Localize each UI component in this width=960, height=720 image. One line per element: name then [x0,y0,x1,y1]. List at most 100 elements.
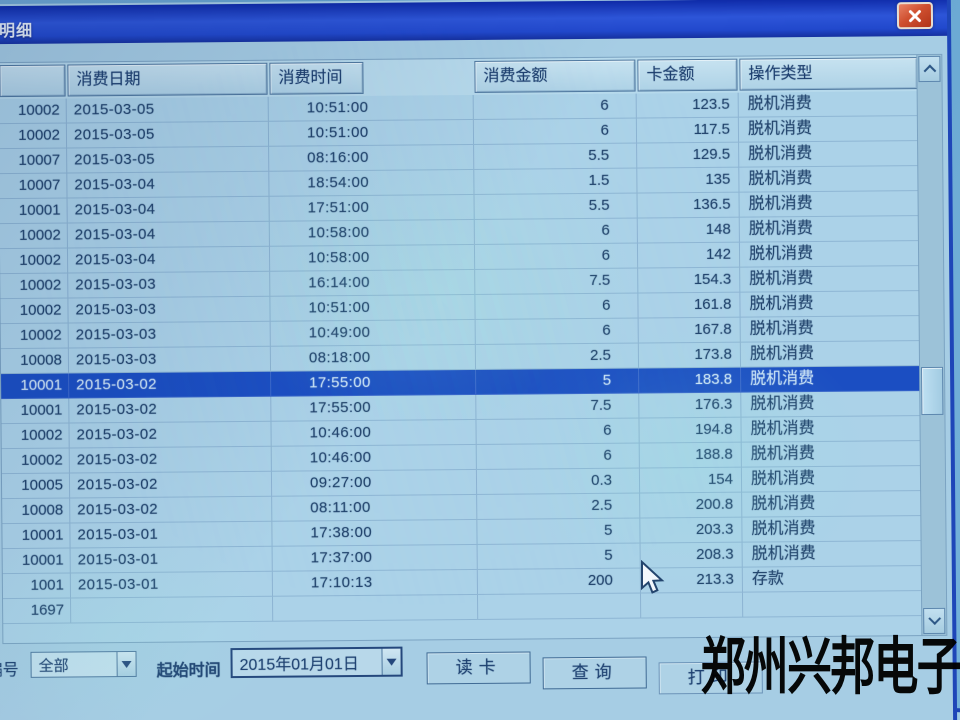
cell-balance: 142 [637,242,741,268]
cell-type: 脱机消费 [741,416,922,442]
scroll-up-button[interactable] [918,55,941,83]
cell-time: 17:51:00 [269,194,475,221]
cell-type: 脱机消费 [741,441,922,467]
cell-balance: 194.8 [639,417,742,443]
cell-amount: 5.5 [474,143,638,169]
cell-type: 脱机消费 [739,141,920,167]
cell-date: 2015-03-04 [67,196,270,223]
cell-balance: 167.8 [638,317,741,343]
cell-date: 2015-03-04 [67,171,270,198]
cell-time: 10:46:00 [271,419,477,446]
cell-id: 10007 [0,148,68,174]
cell-amount: 5.5 [474,193,638,219]
cell-id: 10001 [1,398,70,424]
cell-time: 17:37:00 [272,544,478,571]
id-filter-value: 全部 [38,657,69,675]
cell-time: 17:38:00 [272,519,478,546]
cell-amount: 2.5 [475,343,640,369]
cell-time: 17:55:00 [271,394,477,421]
vertical-scrollbar[interactable] [916,54,947,636]
cell-type [742,591,924,617]
cell-time: 10:58:00 [269,244,476,271]
cell-time: 17:10:13 [272,569,478,596]
cell-time: 08:18:00 [270,344,477,371]
column-header-balance[interactable]: 卡金额 [636,57,738,94]
cell-type: 脱机消费 [742,541,923,567]
cell-amount: 5 [477,543,641,569]
cell-balance: 200.8 [640,492,743,518]
cell-amount: 6 [475,318,639,344]
cell-amount: 7.5 [476,393,640,419]
column-header-type[interactable]: 操作类型 [738,55,918,93]
cell-id: 10001 [1,373,70,399]
cell-type: 脱机消费 [740,341,922,367]
window-title: 明细 [0,22,34,41]
cell-time: 10:46:00 [271,444,477,471]
cell-date: 2015-03-01 [70,571,273,598]
dropdown-arrow-button[interactable] [381,648,401,675]
cell-time [273,594,479,621]
cell-balance: 129.5 [637,142,740,168]
cell-amount: 5 [477,518,641,544]
cell-type: 存款 [742,566,923,592]
chevron-up-icon [923,64,936,77]
cell-time: 10:58:00 [269,219,475,246]
cell-date [71,596,274,623]
table-rows: 10002 2015-03-05 10:51:00 6 123.5 脱机消费 10002 20… [0,91,924,625]
column-header-time[interactable]: 消费时间 [268,59,473,97]
read-card-button[interactable]: 读卡 [426,651,531,685]
cell-date: 2015-03-03 [68,321,271,348]
chevron-down-icon [121,660,132,668]
cell-balance: 136.5 [637,192,740,218]
column-header-amount[interactable]: 消费金额 [473,58,636,95]
dropdown-arrow-button[interactable] [116,651,136,677]
cell-amount: 6 [475,293,639,319]
cell-balance: 173.8 [638,342,742,368]
cell-amount: 5 [476,368,640,394]
cell-date: 2015-03-02 [70,496,273,523]
cell-id: 10002 [0,248,69,274]
cell-balance: 135 [637,167,740,193]
cell-amount: 6 [474,218,638,244]
cell-date: 2015-03-02 [69,371,272,398]
cell-balance: 213.3 [640,567,743,593]
cell-id: 10001 [2,548,71,574]
cell-date: 2015-03-01 [70,521,273,548]
cell-balance: 161.8 [638,292,741,318]
cell-amount: 0.3 [476,468,641,494]
cell-type: 脱机消费 [739,166,920,192]
cell-id: 10001 [0,198,68,224]
cell-time: 17:55:00 [271,369,477,396]
cell-date: 2015-03-03 [68,296,271,323]
column-header-id[interactable] [0,63,67,100]
id-filter-dropdown[interactable]: 全部 [30,650,137,678]
id-filter-label: 编号 [0,661,19,680]
scrollbar-thumb[interactable] [921,366,944,416]
cell-id: 10002 [0,123,68,149]
cell-balance: 123.5 [636,92,739,118]
query-button[interactable]: 查询 [542,656,647,690]
cell-time: 08:11:00 [272,494,478,521]
cell-type: 脱机消费 [741,391,922,417]
cell-type: 脱机消费 [742,516,923,542]
watermark-text: 郑州兴邦电子 [700,633,960,702]
cell-balance: 176.3 [639,392,742,418]
cell-date: 2015-03-05 [66,121,270,148]
cell-id: 10008 [2,498,71,524]
start-date-dropdown[interactable]: 2015年01月01日 [230,646,403,679]
cell-type: 脱机消费 [740,291,921,317]
column-header-date[interactable]: 消费日期 [66,61,268,99]
cell-id: 10007 [0,173,68,199]
close-button[interactable] [896,1,934,30]
cell-time: 16:14:00 [270,269,476,296]
cell-date: 2015-03-03 [68,271,271,298]
titlebar: 明细 [0,0,948,45]
cell-time: 10:51:00 [270,294,476,321]
cell-id: 10002 [0,323,69,349]
cell-amount: 6 [473,93,637,119]
cell-amount: 6 [476,443,640,469]
cell-amount: 7.5 [475,268,639,294]
cell-amount: 6 [476,418,640,444]
cell-balance: 117.5 [636,117,740,143]
start-time-label: 起始时间 [156,662,221,680]
